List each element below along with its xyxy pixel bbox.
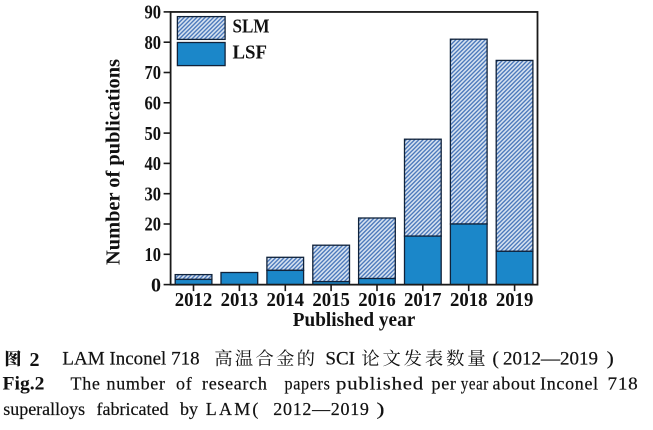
- svg-text:per: per: [432, 374, 457, 394]
- svg-text:30: 30: [145, 183, 162, 205]
- svg-text:papers: papers: [285, 374, 331, 394]
- svg-text:60: 60: [145, 93, 162, 115]
- svg-text:number: number: [107, 374, 166, 394]
- svg-text:SLM: SLM: [233, 16, 270, 38]
- svg-text:LSF: LSF: [233, 42, 268, 64]
- svg-text:2012: 2012: [175, 289, 213, 311]
- svg-text:superalloys: superalloys: [3, 399, 85, 419]
- svg-text:2018: 2018: [450, 289, 488, 311]
- svg-text:2017: 2017: [404, 289, 442, 311]
- svg-text:(: (: [493, 349, 499, 370]
- svg-text:research: research: [202, 374, 268, 394]
- svg-text:fabricated: fabricated: [97, 399, 169, 419]
- svg-text:90: 90: [145, 2, 162, 24]
- svg-text:by: by: [180, 399, 198, 419]
- svg-text:Inconel: Inconel: [540, 374, 599, 394]
- svg-text:2: 2: [30, 349, 40, 371]
- svg-text:10: 10: [145, 244, 162, 266]
- svg-text:0: 0: [151, 274, 161, 296]
- svg-text:Published year: Published year: [293, 309, 416, 331]
- svg-text:published: published: [336, 374, 424, 394]
- svg-text:2016: 2016: [358, 289, 396, 311]
- svg-text:2012—2019: 2012—2019: [273, 399, 369, 419]
- svg-text:2012—2019: 2012—2019: [503, 349, 598, 370]
- svg-text:): ): [377, 399, 385, 420]
- svg-text:718: 718: [608, 374, 639, 394]
- svg-text:): ): [607, 349, 614, 370]
- svg-text:80: 80: [145, 32, 162, 54]
- svg-text:SCI: SCI: [325, 349, 355, 370]
- svg-text:about: about: [493, 374, 537, 394]
- svg-text:50: 50: [145, 123, 162, 145]
- svg-text:40: 40: [145, 153, 162, 175]
- svg-text:2013: 2013: [221, 289, 259, 311]
- svg-text:Number of publications: Number of publications: [103, 59, 125, 265]
- svg-text:20: 20: [145, 214, 162, 236]
- svg-text:70: 70: [145, 62, 162, 84]
- svg-text:2019: 2019: [496, 289, 534, 311]
- svg-text:of: of: [176, 374, 192, 394]
- svg-text:The: The: [71, 374, 101, 394]
- svg-text:2014: 2014: [267, 289, 305, 311]
- svg-text:Fig.2: Fig.2: [3, 375, 45, 395]
- svg-text:LAM(: LAM(: [206, 399, 261, 420]
- svg-text:year: year: [461, 374, 489, 394]
- svg-text:LAM Inconel 718: LAM Inconel 718: [62, 349, 199, 370]
- svg-text:2015: 2015: [312, 289, 350, 311]
